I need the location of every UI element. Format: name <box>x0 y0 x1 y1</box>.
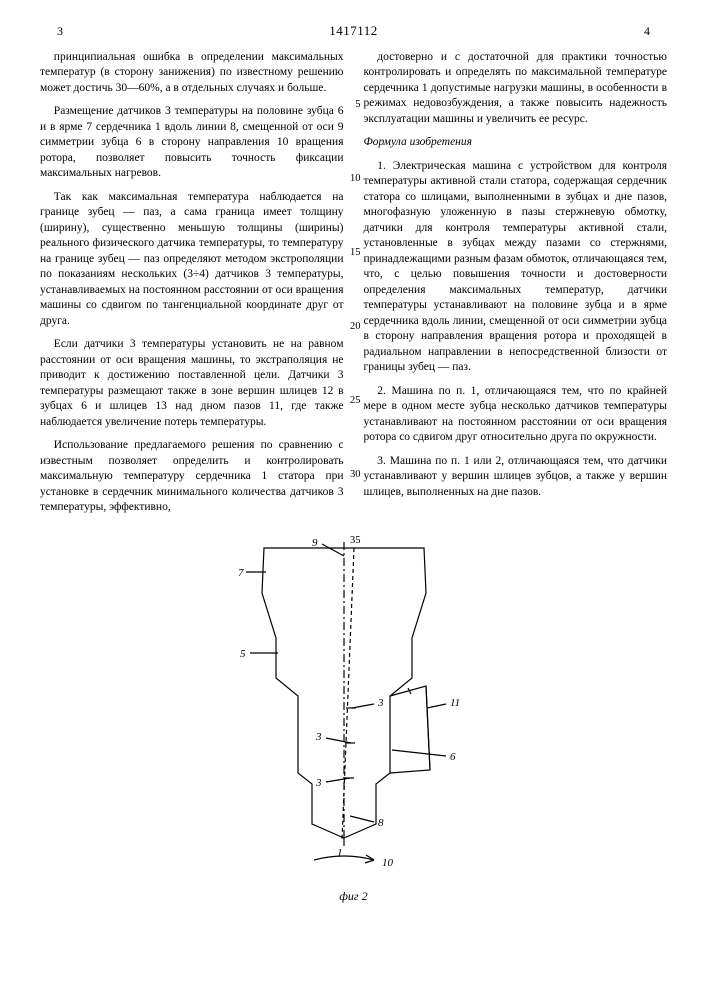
claim-3: 3. Машина по п. 1 или 2, отличающаяся те… <box>364 454 668 501</box>
callout-7: 7 <box>238 567 244 579</box>
callout-5: 5 <box>240 648 246 660</box>
line-marker-35: 35 <box>350 534 361 548</box>
line-number-gutter: 5 10 15 20 25 30 35 <box>347 50 361 524</box>
figure-2-svg: 7 5 9 3 3 3 1 11 6 8 10 <box>194 538 514 878</box>
line-marker-30: 30 <box>350 468 361 482</box>
left-p3: Так как максимальная температура наблюда… <box>40 190 344 330</box>
page-number-right: 4 <box>627 23 667 39</box>
page: 3 1417112 4 принципиальная ошибка в опре… <box>0 0 707 924</box>
line-marker-15: 15 <box>350 246 361 260</box>
text-columns: принципиальная ошибка в определении макс… <box>40 50 667 524</box>
figure-caption: фиг 2 <box>40 888 667 904</box>
callout-3a: 3 <box>377 697 384 709</box>
claims-title: Формула изобретения <box>364 135 668 151</box>
document-number: 1417112 <box>80 22 627 40</box>
right-column: 5 10 15 20 25 30 35 достоверно и с доста… <box>364 50 668 524</box>
callout-3c: 3 <box>315 777 322 789</box>
line-marker-5: 5 <box>355 98 360 112</box>
figure-2: 7 5 9 3 3 3 1 11 6 8 10 фиг 2 <box>40 538 667 904</box>
claim-1: 1. Электрическая машина с устройством дл… <box>364 159 668 376</box>
callout-8: 8 <box>378 817 384 829</box>
callout-1: 1 <box>337 847 343 859</box>
left-column: принципиальная ошибка в определении макс… <box>40 50 344 524</box>
claim-2: 2. Машина по п. 1, отличающаяся тем, что… <box>364 384 668 446</box>
callout-9: 9 <box>312 538 318 549</box>
left-p4: Если датчики 3 температуры установить не… <box>40 337 344 430</box>
header-row: 3 1417112 4 <box>40 22 667 40</box>
right-p1: достоверно и с достаточной для практики … <box>364 50 668 128</box>
line-marker-25: 25 <box>350 394 361 408</box>
callout-11: 11 <box>450 697 460 709</box>
callout-6: 6 <box>450 751 456 763</box>
callout-3b: 3 <box>315 731 322 743</box>
left-p1: принципиальная ошибка в определении макс… <box>40 50 344 97</box>
left-p2: Размещение датчиков 3 температуры на пол… <box>40 104 344 182</box>
callout-10: 10 <box>382 857 394 869</box>
page-number-left: 3 <box>40 23 80 39</box>
line-marker-20: 20 <box>350 320 361 334</box>
left-p5: Использование предлагаемого решения по с… <box>40 438 344 516</box>
line-marker-10: 10 <box>350 172 361 186</box>
